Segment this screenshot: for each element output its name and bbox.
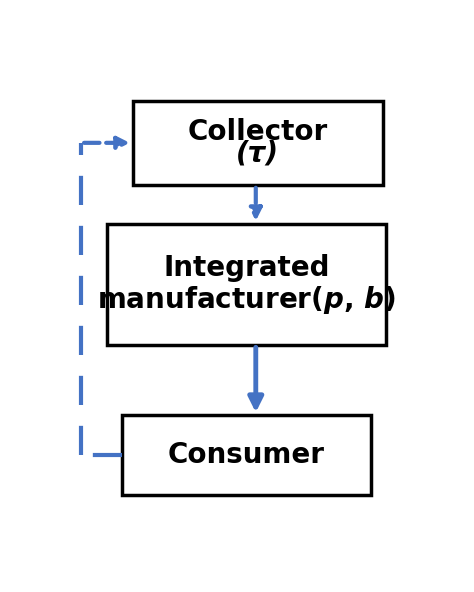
Text: (τ): (τ) <box>236 140 279 168</box>
Text: Integrated: Integrated <box>164 255 330 282</box>
FancyBboxPatch shape <box>122 415 372 495</box>
FancyBboxPatch shape <box>107 224 386 345</box>
Text: Consumer: Consumer <box>168 441 325 469</box>
FancyBboxPatch shape <box>133 101 383 185</box>
Text: Collector: Collector <box>188 118 328 146</box>
Text: manufacturer($\bfit{p}$, $\bfit{b}$): manufacturer($\bfit{p}$, $\bfit{b}$) <box>97 284 396 316</box>
